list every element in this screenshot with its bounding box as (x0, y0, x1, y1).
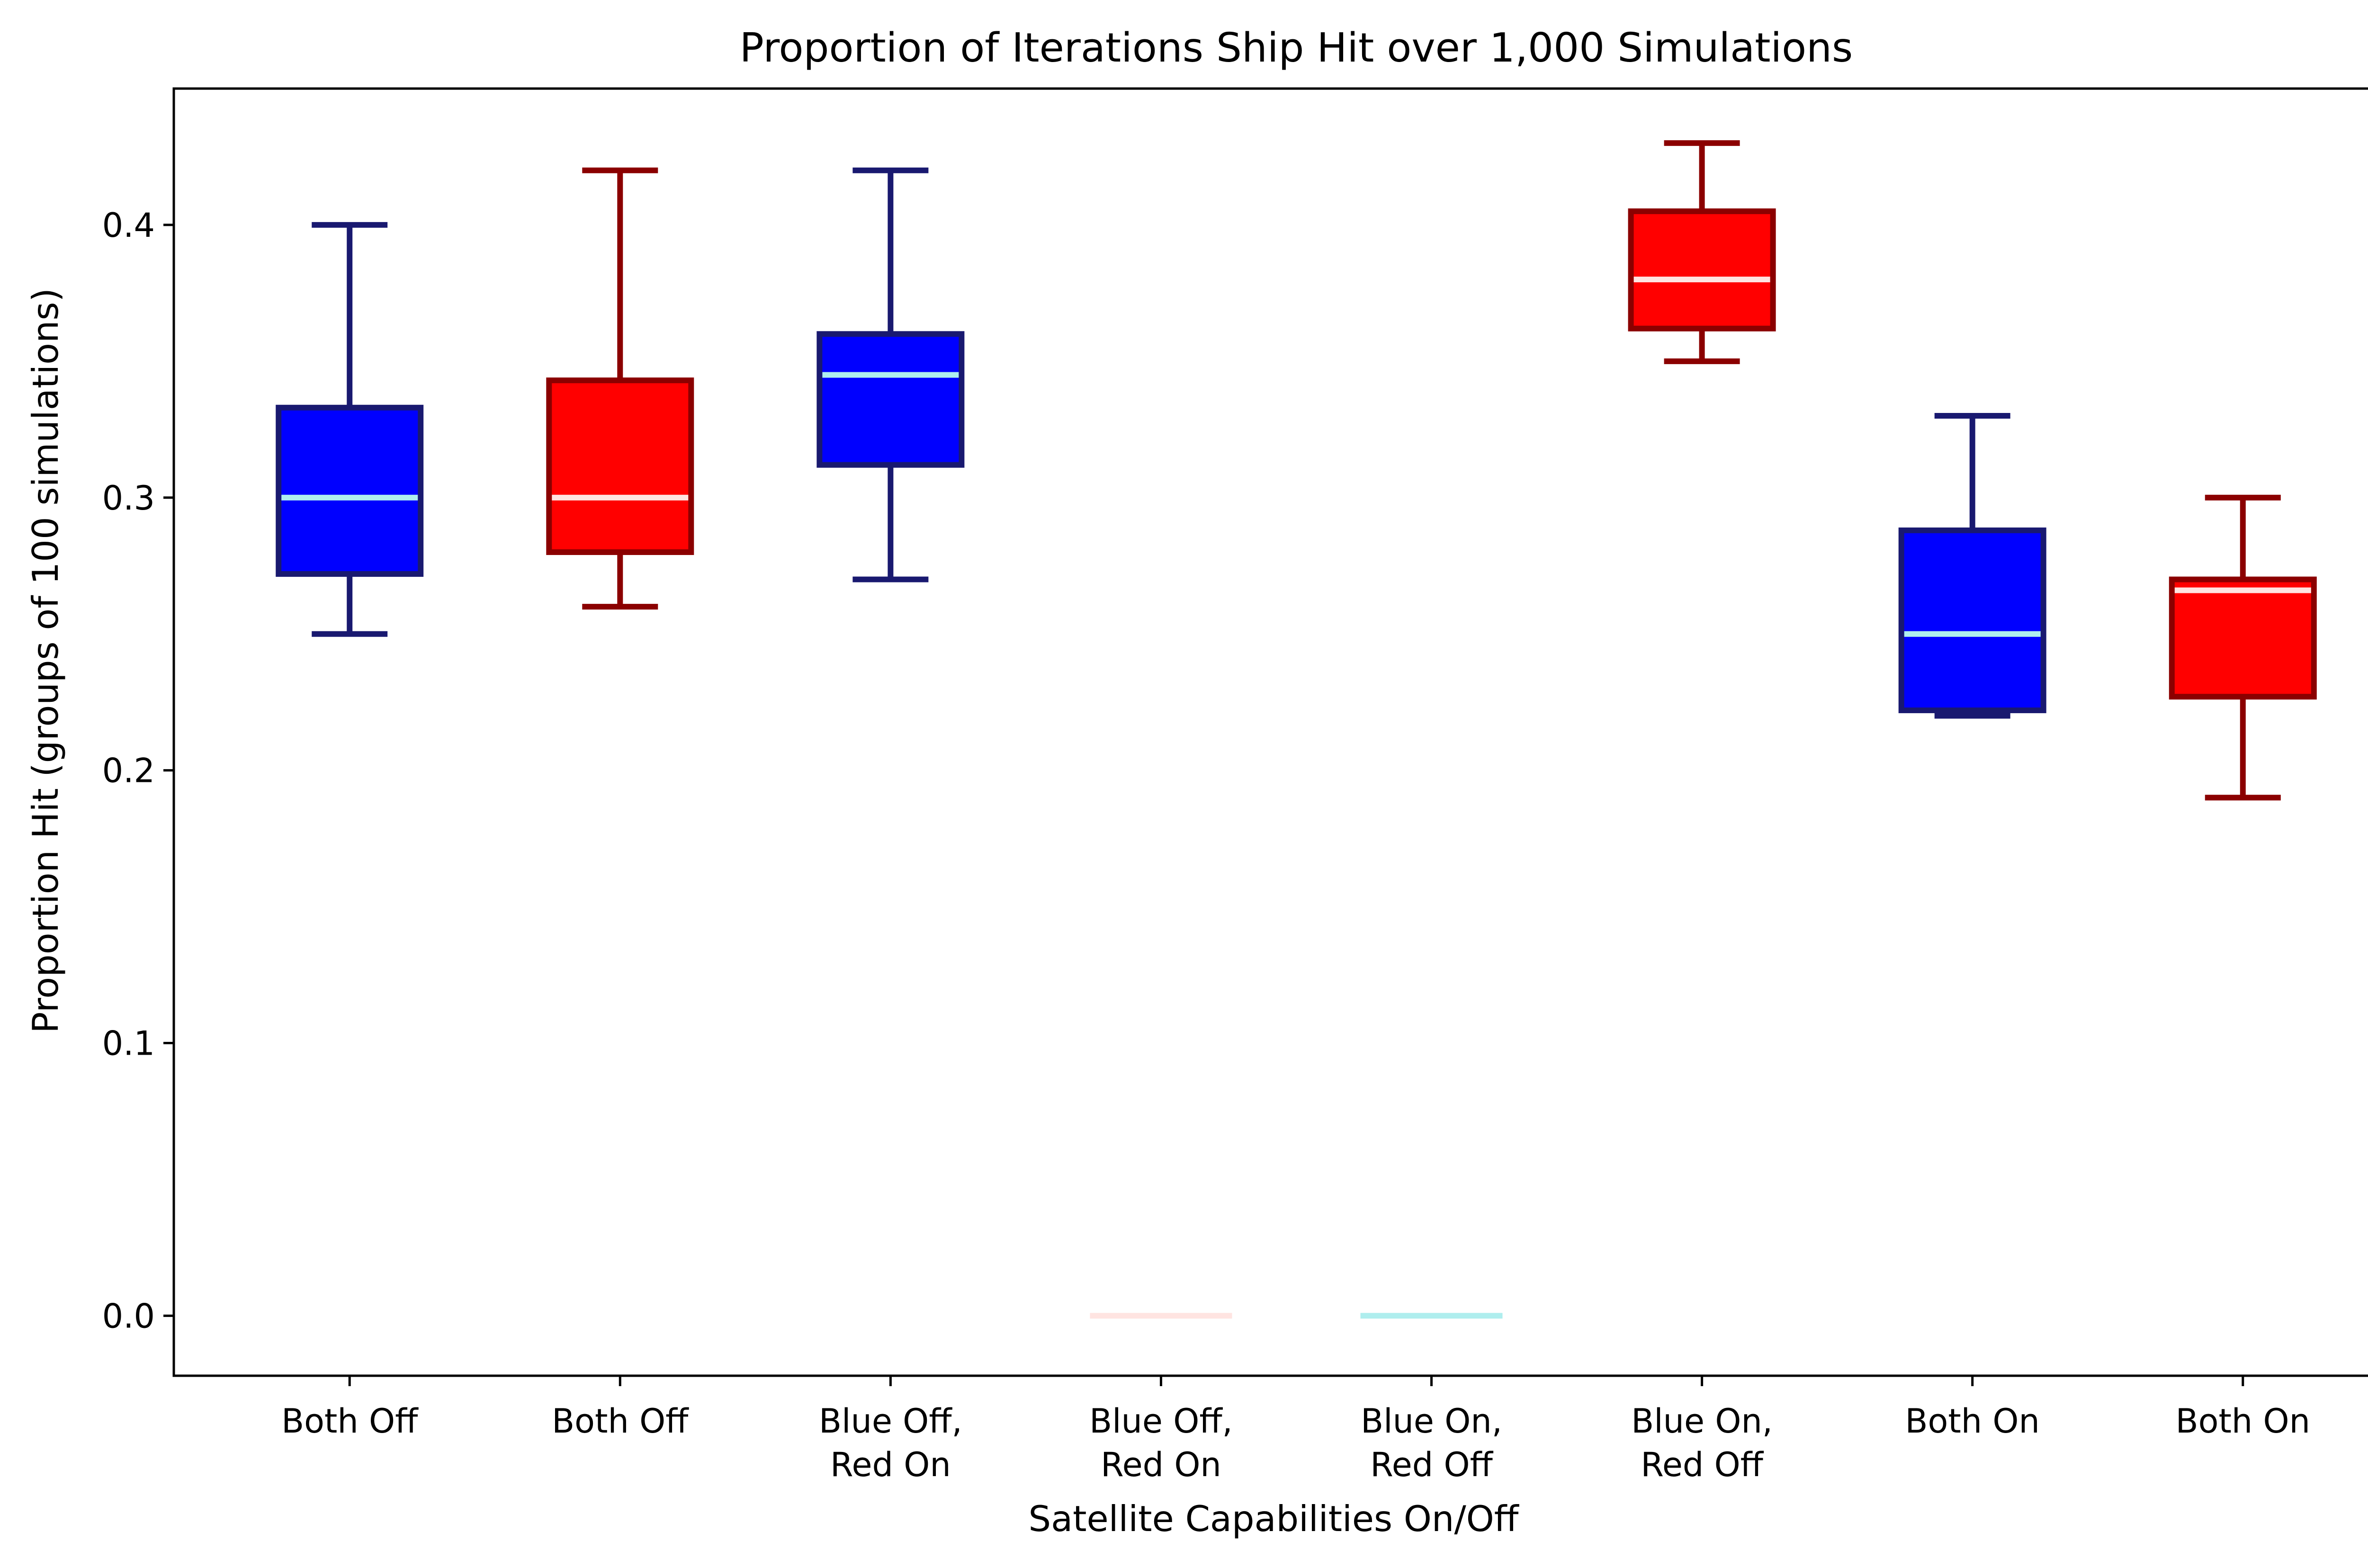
box-6 (1628, 140, 1776, 364)
x-tick-label: Both On (1905, 1402, 2040, 1441)
x-tick-label-line: Both On (2176, 1402, 2310, 1441)
boxes-layer (276, 140, 2317, 1319)
x-tick-label-line: Red Off (1641, 1445, 1764, 1484)
iqr-box (546, 377, 694, 555)
y-axis-ticks: 0.0 0.1 0.2 0.3 0.4 (102, 206, 174, 1335)
x-tick-label-line: Both On (1905, 1402, 2040, 1441)
y-axis-label: Proportion Hit (groups of 100 simulation… (25, 288, 66, 1033)
x-tick-label-line: Both Off (281, 1402, 419, 1441)
iqr-box (816, 331, 965, 468)
iqr-box (1628, 208, 1776, 332)
box-2 (546, 167, 694, 610)
x-tick-label: Blue Off, Red On (1089, 1402, 1233, 1484)
x-tick-label-line: Blue Off, (1089, 1402, 1233, 1441)
x-tick-label-line: Red Off (1370, 1445, 1493, 1484)
x-tick-label: Blue On, Red Off (1361, 1402, 1502, 1484)
y-tick-label: 0.3 (102, 479, 155, 518)
y-tick-label: 0.4 (102, 206, 155, 245)
box-8 (2169, 494, 2317, 801)
x-tick-label-line: Both Off (552, 1402, 689, 1441)
iqr-box (1898, 527, 2046, 713)
chart-title: Proportion of Iterations Ship Hit over 1… (740, 25, 1853, 72)
x-tick-label: Blue Off, Red On (819, 1402, 962, 1484)
y-tick-label: 0.2 (102, 752, 155, 790)
x-tick-label-line: Blue On, (1361, 1402, 1502, 1441)
box-3 (816, 167, 965, 582)
plot-frame (172, 87, 2368, 1377)
x-tick-label-line: Blue Off, (819, 1402, 962, 1441)
x-axis-label: Satellite Capabilities On/Off (1029, 1498, 1520, 1540)
y-tick-label: 0.1 (102, 1024, 155, 1063)
x-tick-label: Both Off (552, 1402, 689, 1441)
x-tick-label: Both On (2176, 1402, 2310, 1441)
iqr-box (2169, 576, 2317, 700)
x-tick-label-line: Red On (1101, 1445, 1221, 1484)
x-tick-label-line: Red On (830, 1445, 951, 1484)
x-tick-label: Blue On, Red Off (1631, 1402, 1773, 1484)
x-tick-label-line: Blue On, (1631, 1402, 1773, 1441)
box-1 (276, 222, 424, 637)
box-7 (1898, 413, 2046, 719)
x-tick-label: Both Off (281, 1402, 419, 1441)
y-tick-label: 0.0 (102, 1297, 155, 1335)
iqr-box (276, 404, 424, 577)
